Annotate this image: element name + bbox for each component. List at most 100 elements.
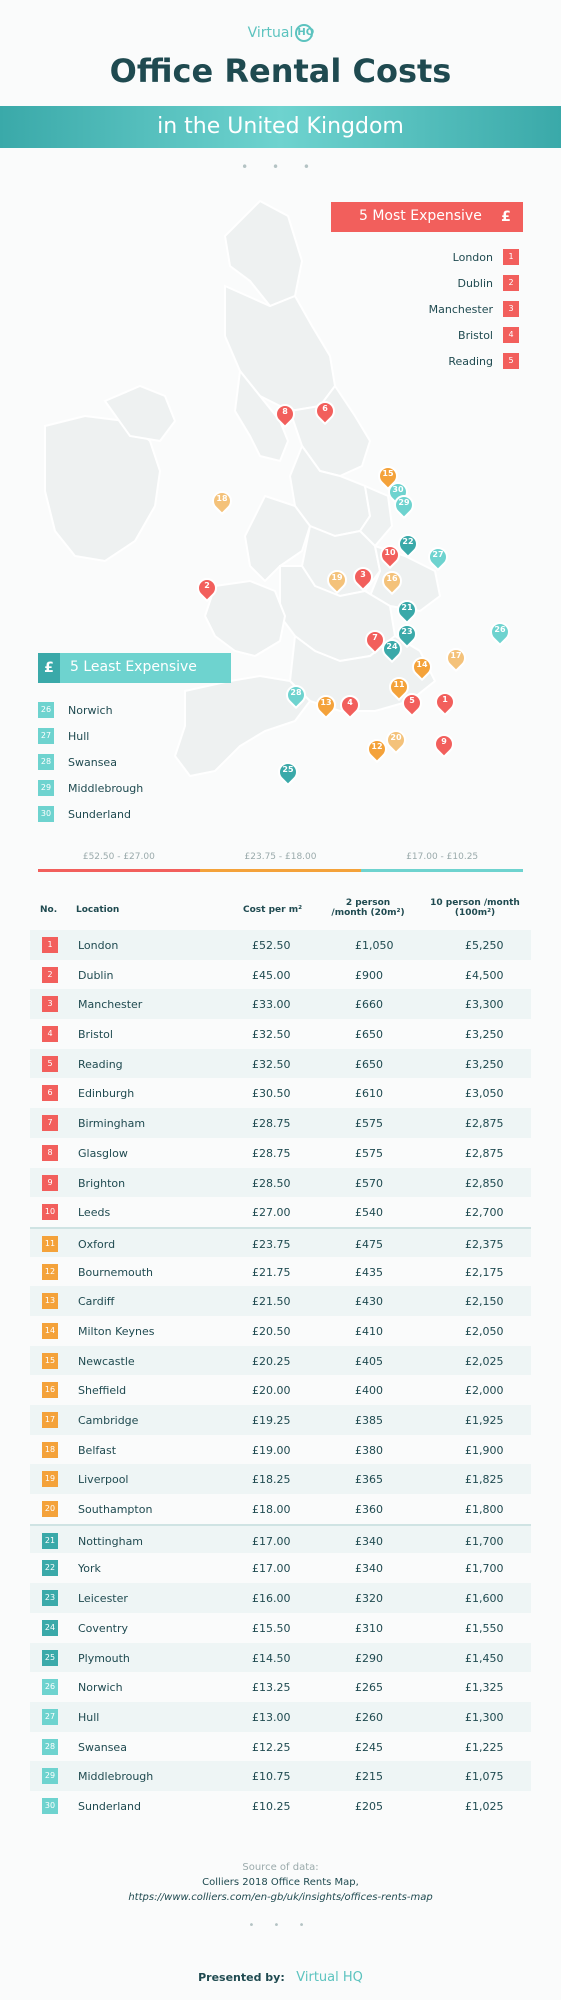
list-item: 29 Middlebrough xyxy=(38,775,198,801)
cell-two-person: £410 xyxy=(355,1324,383,1338)
cell-cost: £13.00 xyxy=(252,1710,291,1724)
cell-ten-person: £2,025 xyxy=(465,1354,504,1368)
rank-badge: 22 xyxy=(42,1560,58,1577)
table-row: 28 Swansea £12.25 £245 £1,225 xyxy=(30,1732,531,1762)
map-pin: 23 xyxy=(392,619,422,650)
map-pin: 25 xyxy=(273,757,303,788)
map-pin: 29 xyxy=(389,490,419,521)
cell-two-person: £650 xyxy=(355,1057,383,1071)
rank-badge: 4 xyxy=(42,1026,58,1043)
rank-badge: 24 xyxy=(42,1619,58,1636)
cell-location: Leicester xyxy=(78,1592,128,1606)
cell-ten-person: £2,850 xyxy=(465,1176,504,1190)
cell-two-person: £340 xyxy=(355,1562,383,1576)
list-item: Manchester 3 xyxy=(369,296,519,322)
cell-ten-person: £1,825 xyxy=(465,1473,504,1487)
rank-badge: 29 xyxy=(42,1768,58,1785)
cell-cost: £10.25 xyxy=(252,1799,291,1813)
rank-badge: 19 xyxy=(42,1471,58,1488)
brand-logo: Virtual HQ xyxy=(247,24,315,42)
map-pin: 10 xyxy=(375,540,405,571)
map-pin: 9 xyxy=(429,729,459,760)
cell-two-person: £400 xyxy=(355,1384,383,1398)
divider-dots: • • • xyxy=(241,160,320,174)
map-pin: 20 xyxy=(381,725,411,756)
cell-ten-person: £4,500 xyxy=(465,968,504,982)
rank-badge: 11 xyxy=(42,1235,58,1252)
least-expensive-header: £ 5 Least Expensive xyxy=(38,653,231,683)
cell-cost: £20.50 xyxy=(252,1324,291,1338)
cell-cost: £32.50 xyxy=(252,1028,291,1042)
cell-two-person: £290 xyxy=(355,1651,383,1665)
rank-badge: 23 xyxy=(42,1590,58,1607)
col-two-person: 2 person /month (20m²) xyxy=(331,898,405,918)
cell-two-person: £475 xyxy=(355,1237,383,1251)
source-url[interactable]: https://www.colliers.com/en-gb/uk/insigh… xyxy=(128,1892,433,1903)
subtitle-band xyxy=(0,106,561,148)
cell-cost: £27.00 xyxy=(252,1206,291,1220)
table-row: 20 Southampton £18.00 £360 £1,800 xyxy=(30,1494,531,1524)
list-item: 26 Norwich xyxy=(38,697,198,723)
rank-badge: 6 xyxy=(42,1085,58,1102)
cell-two-person: £900 xyxy=(355,968,383,982)
cell-two-person: £435 xyxy=(355,1265,383,1279)
cell-ten-person: £3,050 xyxy=(465,1087,504,1101)
cell-cost: £21.50 xyxy=(252,1295,291,1309)
cell-location: Edinburgh xyxy=(78,1087,135,1101)
cell-location: Liverpool xyxy=(78,1473,129,1487)
rank-badge: 28 xyxy=(42,1738,58,1755)
page-title: Office Rental Costs xyxy=(109,52,452,90)
table-header: No. Location Cost per m² 2 person /month… xyxy=(38,892,523,930)
rank-badge: 26 xyxy=(42,1679,58,1696)
map-pin: 27 xyxy=(423,542,453,573)
table-row: 23 Leicester £16.00 £320 £1,600 xyxy=(30,1583,531,1613)
map-pin: 4 xyxy=(335,690,365,721)
map-pin: 3 xyxy=(348,562,378,593)
cell-location: Milton Keynes xyxy=(78,1324,155,1338)
cell-location: Newcastle xyxy=(78,1354,135,1368)
cell-location: Bristol xyxy=(78,1028,113,1042)
cell-cost: £18.00 xyxy=(252,1503,291,1517)
rent-table: 1 London £52.50 £1,050 £5,250 2 Dublin £45.00 £9… xyxy=(30,930,531,1821)
cell-two-person: £1,050 xyxy=(355,939,394,952)
map-pin: 2 xyxy=(192,573,222,604)
map-pin: 17 xyxy=(441,643,471,674)
rank-badge: 20 xyxy=(42,1501,58,1518)
cell-ten-person: £2,875 xyxy=(465,1117,504,1131)
cell-ten-person: £1,600 xyxy=(465,1592,504,1606)
cell-cost: £52.50 xyxy=(252,939,291,952)
table-row: 3 Manchester £33.00 £660 £3,300 xyxy=(30,989,531,1020)
map-pin: 28 xyxy=(281,680,311,711)
footer-logo: Virtual HQ xyxy=(296,1970,363,1985)
rank-badge: 25 xyxy=(42,1649,58,1666)
cell-two-person: £245 xyxy=(355,1740,383,1754)
page-subtitle: in the United Kingdom xyxy=(157,114,404,139)
cell-ten-person: £1,925 xyxy=(465,1414,504,1427)
rank-badge: 21 xyxy=(42,1532,58,1549)
map-pin: 13 xyxy=(311,690,341,721)
cell-ten-person: £1,550 xyxy=(465,1621,504,1635)
cell-two-person: £575 xyxy=(355,1117,383,1131)
table-row: 29 Middlebrough £10.75 £215 £1,075 xyxy=(30,1761,531,1791)
cell-location: York xyxy=(78,1562,101,1576)
cell-two-person: £320 xyxy=(355,1592,383,1606)
map-pin: 8 xyxy=(270,399,300,430)
cell-ten-person: £1,700 xyxy=(465,1562,504,1576)
map-pin: 1 xyxy=(430,687,460,718)
map-pin: 26 xyxy=(485,617,515,648)
cell-two-person: £380 xyxy=(355,1443,383,1457)
rank-badge: 27 xyxy=(42,1708,58,1725)
legend-range-orange: £23.75 - £18.00 xyxy=(199,852,362,872)
map-pin: 24 xyxy=(377,634,407,665)
cell-two-person: £265 xyxy=(355,1681,383,1695)
rank-badge: 30 xyxy=(42,1797,58,1814)
cell-cost: £20.00 xyxy=(252,1384,291,1398)
rank-badge: 14 xyxy=(42,1322,58,1339)
cell-cost: £19.25 xyxy=(252,1414,291,1427)
list-item: 27 Hull xyxy=(38,723,198,749)
cell-ten-person: £2,875 xyxy=(465,1146,504,1160)
cell-location: Norwich xyxy=(78,1681,123,1695)
table-row: 24 Coventry £15.50 £310 £1,550 xyxy=(30,1613,531,1643)
cell-ten-person: £1,300 xyxy=(465,1710,504,1724)
cell-cost: £15.50 xyxy=(252,1621,291,1635)
